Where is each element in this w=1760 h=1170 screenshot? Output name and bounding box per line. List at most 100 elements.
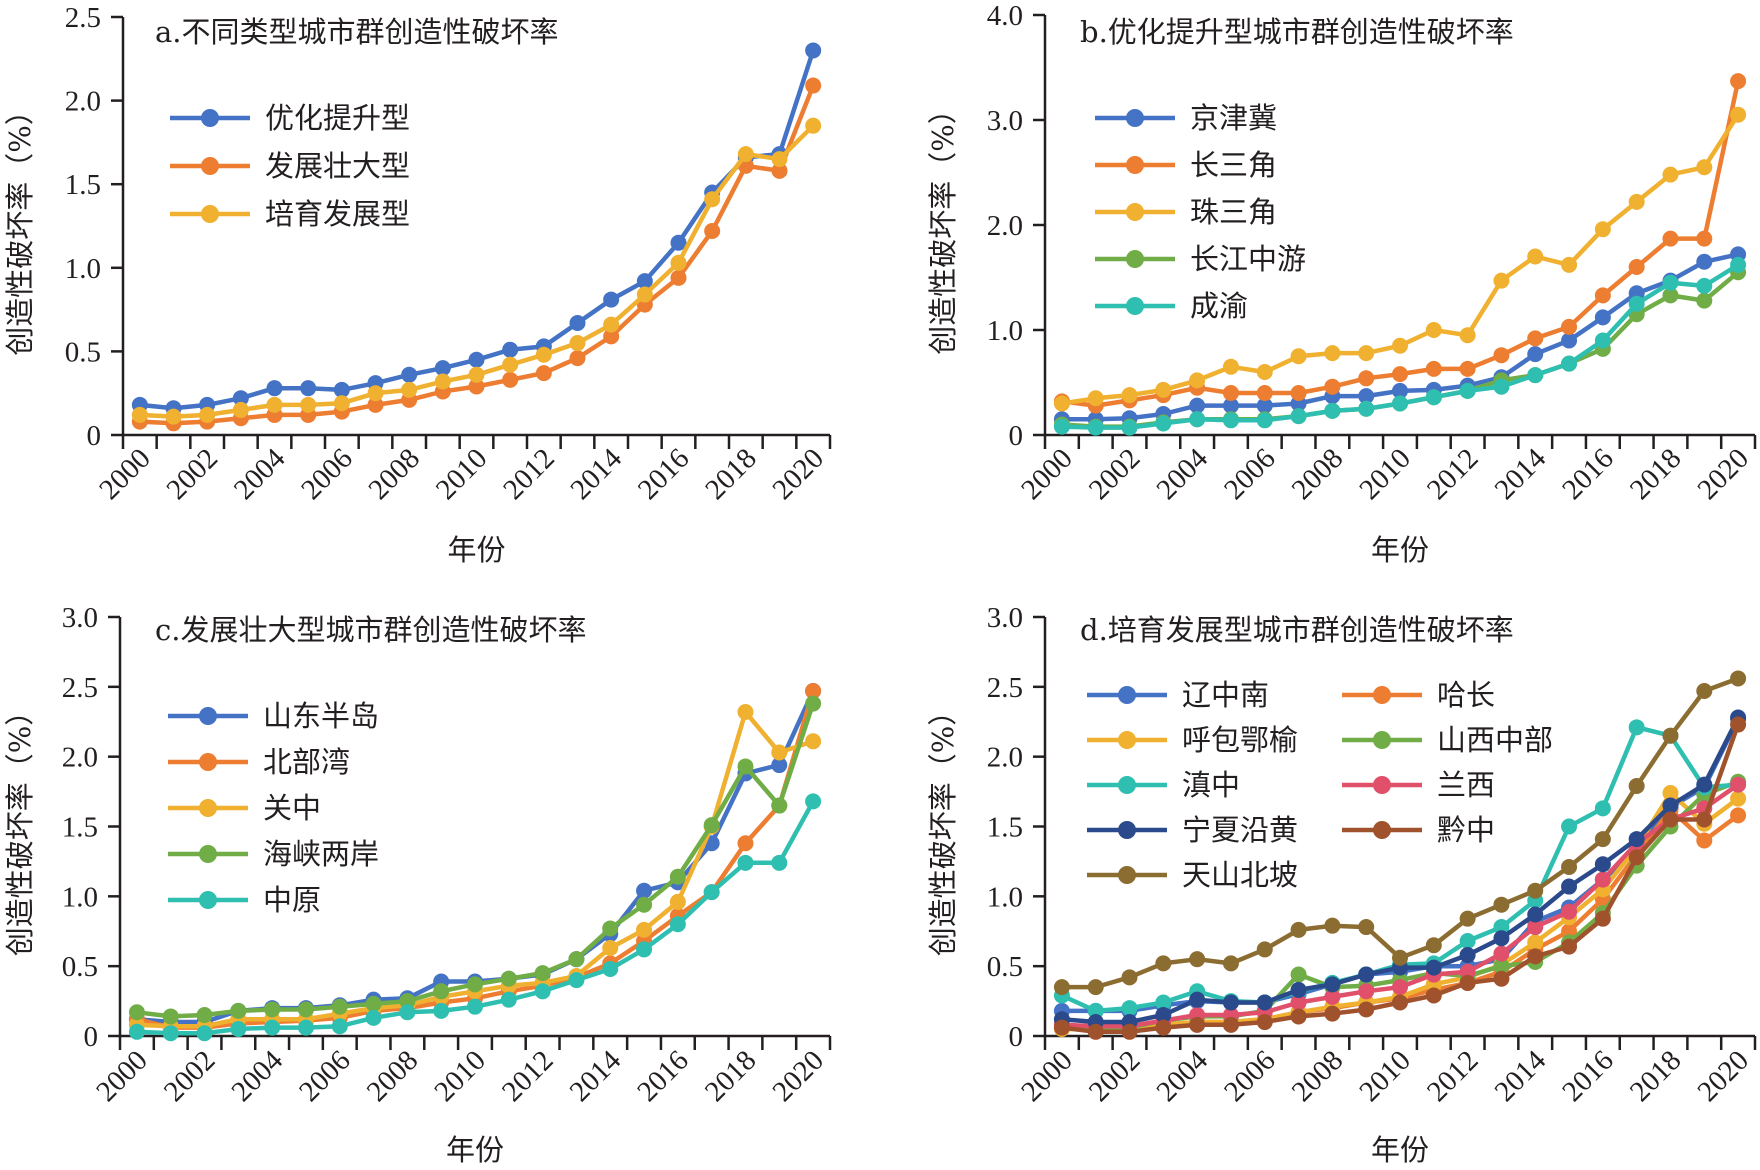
data-point — [1696, 277, 1713, 294]
data-point — [1662, 727, 1679, 744]
data-point — [636, 882, 653, 899]
legend-item: 长江中游 — [1095, 242, 1306, 276]
data-point — [502, 341, 519, 358]
x-tick-label: 2008 — [362, 442, 426, 506]
data-point — [232, 401, 249, 418]
data-point — [805, 733, 822, 750]
data-point — [1561, 318, 1578, 335]
x-tick-label: 2016 — [632, 442, 696, 506]
x-tick-label: 2002 — [1083, 1044, 1147, 1108]
legend-label: 天山北坡 — [1182, 858, 1298, 892]
data-point — [434, 373, 451, 390]
y-tick-label: 2.0 — [65, 86, 101, 118]
data-point — [468, 366, 485, 383]
series-中原 — [128, 793, 822, 1042]
legend-item: 宁夏沿黄 — [1087, 813, 1298, 847]
data-point — [737, 835, 754, 852]
panel-title: c.发展壮大型城市群创造性破坏率 — [155, 613, 586, 647]
data-point — [1459, 974, 1476, 991]
legend-swatch-marker — [1126, 156, 1144, 174]
data-point — [1696, 683, 1713, 700]
data-point — [1662, 166, 1679, 183]
data-point — [1155, 955, 1172, 972]
legend-swatch-marker — [1126, 109, 1144, 127]
x-tick-label: 2016 — [631, 1044, 695, 1108]
chart-panel-a: 0 0.5 1.0 1.5 2.0 2.5 2000 2002 2004 2006 2008 2010… — [3, 2, 832, 567]
data-point — [535, 365, 552, 382]
legend-swatch-marker — [199, 799, 217, 817]
data-point — [1155, 381, 1172, 398]
x-tick-label: 2012 — [1421, 1044, 1485, 1108]
data-point — [1358, 388, 1375, 405]
data-point — [1527, 367, 1544, 384]
data-point — [1324, 917, 1341, 934]
data-point — [297, 1019, 314, 1036]
y-tick-label: 2.0 — [987, 210, 1023, 242]
data-point — [1256, 1014, 1273, 1031]
data-point — [1222, 955, 1239, 972]
legend-item: 黔中 — [1342, 813, 1495, 847]
data-point — [1594, 831, 1611, 848]
legend-item: 珠三角 — [1095, 195, 1277, 229]
data-point — [1324, 378, 1341, 395]
legend-label: 滇中 — [1182, 768, 1240, 802]
legend-label: 关中 — [263, 791, 321, 825]
x-tick-label: 2008 — [1286, 442, 1350, 506]
data-point — [1730, 790, 1747, 807]
data-point — [1561, 923, 1578, 940]
x-tick-label: 2018 — [699, 442, 763, 506]
data-point — [771, 744, 788, 761]
y-axis-title: 创造性破坏率（%） — [926, 95, 960, 355]
data-point — [1594, 287, 1611, 304]
y-tick-label: 2.5 — [65, 2, 101, 34]
data-point — [1324, 976, 1341, 993]
data-point — [602, 960, 619, 977]
series-培育发展型 — [131, 117, 822, 425]
data-point — [1527, 882, 1544, 899]
x-tick-label: 2006 — [1218, 442, 1282, 506]
data-point — [1459, 946, 1476, 963]
data-point — [669, 916, 686, 933]
data-point — [1696, 230, 1713, 247]
x-tick-label: 2004 — [228, 442, 292, 506]
data-point — [1290, 1008, 1307, 1025]
y-tick-label: 0.5 — [65, 336, 101, 368]
data-point — [1256, 994, 1273, 1011]
x-tick-label: 2014 — [564, 442, 628, 506]
data-point — [703, 884, 720, 901]
legend-swatch-marker — [201, 205, 219, 223]
data-point — [1561, 818, 1578, 835]
data-point — [433, 983, 450, 1000]
legend-item: 山东半岛 — [168, 699, 379, 733]
data-point — [603, 291, 620, 308]
legend-swatch-marker — [201, 109, 219, 127]
data-point — [1730, 670, 1747, 687]
legend-swatch-marker — [1126, 297, 1144, 315]
x-tick-label: 2006 — [295, 442, 359, 506]
y-tick-label: 0 — [1009, 420, 1024, 452]
legend-label: 长江中游 — [1190, 242, 1306, 276]
data-point — [1290, 921, 1307, 938]
legend-label: 辽中南 — [1182, 678, 1269, 712]
data-point — [636, 941, 653, 958]
data-point — [1392, 366, 1408, 383]
x-tick-label: 2002 — [158, 1044, 222, 1108]
data-point — [1594, 871, 1611, 888]
data-point — [399, 1004, 416, 1021]
legend-swatch-marker — [1373, 686, 1391, 704]
x-tick-label: 2002 — [160, 442, 224, 506]
data-point — [771, 797, 788, 814]
data-point — [1087, 1002, 1104, 1019]
data-point — [331, 1018, 348, 1035]
x-tick-label: 2006 — [293, 1044, 357, 1108]
data-point — [1121, 969, 1138, 986]
data-point — [1392, 994, 1408, 1011]
x-tick-label: 2020 — [1691, 1044, 1755, 1108]
data-point — [1392, 337, 1408, 354]
data-point — [737, 758, 754, 775]
series-成渝 — [1053, 256, 1747, 436]
data-point — [704, 191, 721, 208]
y-axis-title: 创造性破坏率（%） — [3, 697, 37, 957]
